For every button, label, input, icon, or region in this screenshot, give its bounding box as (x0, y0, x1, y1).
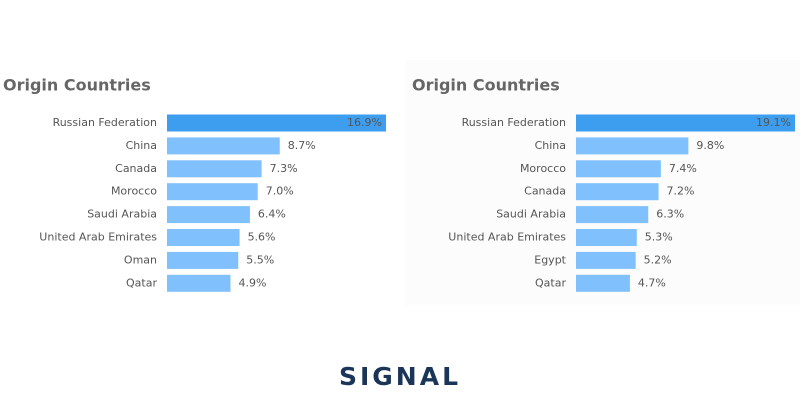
category-label: Russian Federation (462, 116, 566, 129)
category-label: Saudi Arabia (87, 208, 157, 221)
value-label: 5.3% (645, 231, 673, 244)
category-label: United Arab Emirates (39, 231, 157, 244)
category-label: United Arab Emirates (448, 231, 566, 244)
value-label: 16.9% (347, 116, 382, 129)
value-label: 8.7% (288, 139, 316, 152)
value-label: 4.7% (638, 276, 666, 289)
category-label: Morocco (111, 185, 157, 198)
bar (167, 251, 239, 269)
bar (576, 251, 636, 269)
value-label: 9.8% (696, 139, 724, 152)
category-label: China (126, 139, 157, 152)
category-label: Oman (124, 253, 157, 266)
category-label: Russian Federation (53, 116, 157, 129)
category-label: China (535, 139, 566, 152)
value-label: 19.1% (756, 116, 791, 129)
bar (576, 206, 649, 224)
bar (576, 114, 795, 132)
value-label: 7.0% (266, 185, 294, 198)
bar (167, 137, 280, 155)
category-label: Morocco (520, 162, 566, 175)
bar (167, 183, 258, 201)
bar (576, 137, 689, 155)
bar (167, 274, 231, 292)
bar (167, 206, 250, 224)
chart-title: Origin Countries (412, 76, 560, 95)
value-label: 5.5% (246, 253, 274, 266)
bar (167, 229, 240, 246)
value-label: 5.6% (248, 231, 276, 244)
category-label: Canada (524, 185, 566, 198)
category-label: Saudi Arabia (496, 208, 566, 221)
category-label: Egypt (534, 253, 566, 266)
bar (576, 183, 659, 201)
category-label: Qatar (535, 276, 566, 289)
value-label: 6.3% (656, 208, 684, 221)
bar (576, 160, 661, 178)
value-label: 6.4% (258, 208, 286, 221)
logo: SIGNAL (339, 362, 461, 391)
bar (576, 229, 637, 246)
bar (576, 274, 630, 292)
value-label: 5.2% (644, 253, 672, 266)
value-label: 4.9% (238, 276, 266, 289)
bar (167, 114, 386, 132)
category-label: Canada (115, 162, 157, 175)
category-label: Qatar (126, 276, 157, 289)
value-label: 7.2% (667, 185, 695, 198)
bar (167, 160, 262, 178)
value-label: 7.4% (669, 162, 697, 175)
value-label: 7.3% (270, 162, 298, 175)
chart-title: Origin Countries (3, 76, 151, 95)
